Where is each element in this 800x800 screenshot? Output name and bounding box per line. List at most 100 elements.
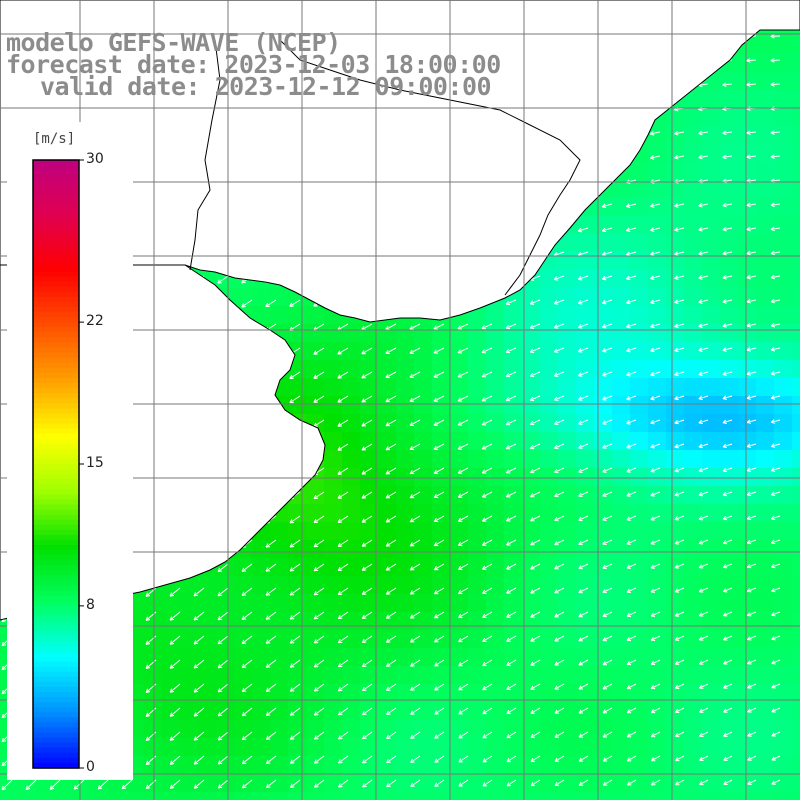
field-cell [288, 630, 307, 649]
wind-arrow [433, 491, 445, 498]
field-cell [234, 792, 253, 800]
field-cell [450, 702, 469, 721]
field-cell [468, 486, 487, 505]
field-cell [396, 738, 415, 757]
field-cell [612, 396, 631, 415]
wind-arrow [482, 707, 493, 715]
wind-arrow [458, 779, 469, 787]
field-cell [756, 738, 775, 757]
wind-arrow [553, 323, 565, 329]
field-cell [504, 486, 523, 505]
wind-arrow [505, 467, 517, 474]
colorbar-segment [33, 200, 79, 207]
field-cell [612, 198, 631, 217]
field-cell [414, 504, 433, 523]
wind-arrow [385, 491, 397, 499]
field-cell [756, 522, 775, 541]
colorbar-segment [33, 266, 79, 273]
field-cell [792, 306, 800, 325]
field-cell [666, 252, 685, 271]
wind-arrow [313, 755, 325, 764]
field-cell [576, 648, 595, 667]
wind-arrow [554, 443, 565, 450]
field-cell [486, 486, 505, 505]
field-cell [720, 612, 739, 631]
field-cell [684, 414, 703, 433]
wind-arrow [771, 587, 781, 593]
field-cell [558, 414, 577, 433]
field-cell [306, 612, 325, 631]
wind-arrow [482, 659, 493, 667]
field-cell [162, 630, 181, 649]
field-cell [378, 702, 397, 721]
field-cell [756, 72, 775, 91]
wind-arrow [626, 515, 637, 521]
colorbar-segment [33, 732, 79, 739]
field-cell [558, 522, 577, 541]
wind-arrow [337, 467, 349, 475]
field-cell [306, 540, 325, 559]
wind-arrow [626, 443, 637, 449]
wind-arrow [553, 395, 565, 401]
field-cell [720, 324, 739, 343]
field-cell [270, 702, 289, 721]
wind-arrow [506, 755, 517, 763]
field-cell [540, 558, 559, 577]
wind-arrow [361, 419, 373, 427]
field-cell [486, 738, 505, 757]
wind-arrow [361, 611, 373, 619]
field-cell [792, 36, 800, 55]
field-cell [684, 576, 703, 595]
field-cell [468, 594, 487, 613]
field-cell [738, 162, 757, 181]
field-cell [522, 684, 541, 703]
wind-arrow [577, 275, 589, 281]
field-cell [630, 720, 649, 739]
field-cell [540, 594, 559, 613]
wind-arrow [385, 515, 397, 523]
field-cell [648, 198, 667, 217]
field-cell [342, 756, 361, 775]
field-cell [792, 198, 800, 217]
wind-arrow [457, 395, 469, 402]
field-cell [378, 738, 397, 757]
field-cell [342, 396, 361, 415]
field-cell [342, 378, 361, 397]
wind-arrow [770, 346, 781, 352]
field-cell [630, 324, 649, 343]
field-cell [252, 648, 271, 667]
wind-arrow [650, 443, 661, 449]
field-cell [270, 684, 289, 703]
field-cell [414, 756, 433, 775]
field-cell [576, 234, 595, 253]
wind-arrow [602, 491, 613, 497]
wind-arrow [410, 755, 421, 763]
wind-arrow [674, 130, 685, 136]
field-cell [684, 792, 703, 800]
field-cell [540, 396, 559, 415]
field-cell [648, 738, 667, 757]
field-cell [774, 108, 793, 127]
wind-arrow [338, 779, 349, 788]
field-cell [414, 702, 433, 721]
wind-arrow [722, 323, 733, 328]
field-cell [648, 450, 667, 469]
field-cell [594, 216, 613, 235]
field-cell [612, 216, 631, 235]
field-cell [792, 720, 800, 739]
field-cell [360, 738, 379, 757]
field-cell [666, 756, 685, 775]
field-cell [504, 774, 523, 793]
wind-arrow [265, 539, 277, 548]
wind-arrow [385, 395, 397, 403]
field-cell [774, 162, 793, 181]
field-cell [630, 576, 649, 595]
field-cell [684, 522, 703, 541]
colorbar-segment [33, 372, 79, 379]
field-cell [288, 756, 307, 775]
colorbar-segment [33, 681, 79, 688]
wind-arrow [626, 587, 637, 593]
wind-arrow [481, 419, 493, 426]
wind-arrow [505, 347, 517, 354]
